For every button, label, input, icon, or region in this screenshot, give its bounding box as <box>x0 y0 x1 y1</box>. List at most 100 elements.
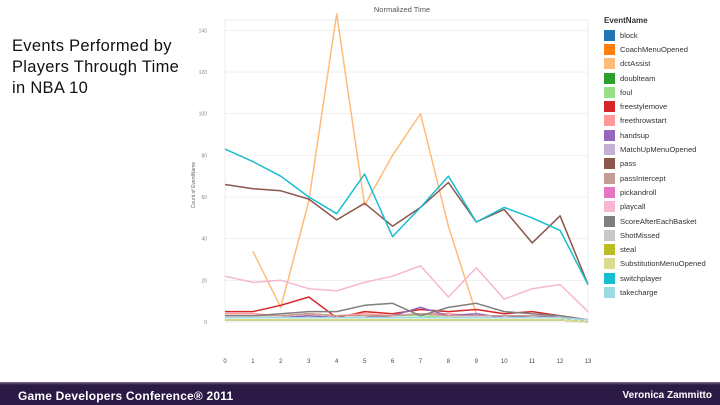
series-line-playcall <box>224 265 589 313</box>
legend-item: dctAssist <box>600 57 720 71</box>
footer-conference: Game Developers Conference® 2011 <box>18 389 234 403</box>
y-tick-label: 140 <box>199 28 208 34</box>
series-line-ScoreAfterEachBasket <box>225 302 589 321</box>
chart-title: Normalized Time <box>374 5 430 14</box>
legend-label: foul <box>620 87 633 97</box>
legend-swatch <box>604 115 615 127</box>
legend-item: doublteam <box>600 71 720 85</box>
x-tick-label: 12 <box>557 359 564 365</box>
x-tick-label: 1 <box>251 359 255 365</box>
x-tick-label: 8 <box>447 359 451 365</box>
legend-swatch <box>604 229 615 241</box>
y-tick-label: 40 <box>201 237 207 243</box>
x-tick-label: 7 <box>419 359 423 365</box>
legend-item: MatchUpMenuOpened <box>600 142 720 156</box>
y-tick-label: 80 <box>201 153 207 159</box>
series-line-pass <box>224 181 589 285</box>
legend-item: ShotMissed <box>600 228 720 242</box>
chart-legend: EventName block CoachMenuOpened dctAssist d… <box>600 16 720 300</box>
legend-swatch <box>604 101 615 113</box>
legend-item: foul <box>600 85 720 99</box>
legend-label: takecharge <box>620 287 658 297</box>
x-tick-label: 0 <box>223 359 227 365</box>
legend-item: pass <box>600 157 720 171</box>
x-axis-ticks: 0 1 2 3 4 5 6 7 8 9 10 11 12 13 <box>223 359 592 365</box>
legend-swatch <box>604 158 615 170</box>
legend-label: pass <box>620 159 637 169</box>
legend-label: doublteam <box>620 73 656 83</box>
footer-author: Veronica Zammitto <box>622 390 712 401</box>
legend-swatch <box>604 215 615 227</box>
x-tick-label: 3 <box>307 359 311 365</box>
legend-label: steal <box>620 245 637 255</box>
x-tick-label: 5 <box>363 359 367 365</box>
legend-swatch <box>604 72 615 84</box>
legend-label: ShotMissed <box>620 230 660 240</box>
footer-bar: Game Developers Conference® 2011 Veronic… <box>0 382 720 405</box>
x-tick-label: 6 <box>391 359 395 365</box>
legend-swatch <box>604 29 615 41</box>
legend-label: MatchUpMenuOpened <box>620 145 697 155</box>
x-tick-label: 2 <box>279 359 283 365</box>
x-tick-label: 4 <box>335 359 339 365</box>
legend-swatch <box>604 58 615 70</box>
legend-swatch <box>604 186 615 198</box>
legend-swatch <box>604 144 615 156</box>
legend-swatch <box>604 244 615 256</box>
legend-item: pickandroll <box>600 185 720 199</box>
legend-item: takecharge <box>600 285 720 299</box>
legend-label: pickandroll <box>620 187 657 197</box>
series-line-SubstitutionMenuOpened <box>225 319 589 323</box>
legend-item: passIntercept <box>600 171 720 185</box>
y-axis-label: Count of EventName <box>191 162 197 209</box>
legend-swatch <box>604 86 615 98</box>
y-tick-label: 60 <box>201 195 207 201</box>
plot-area <box>224 19 589 323</box>
x-tick-label: 13 <box>585 359 592 365</box>
legend-swatch <box>604 129 615 141</box>
legend-label: playcall <box>620 202 646 212</box>
legend-label: switchplayer <box>620 273 662 283</box>
legend-label: passIntercept <box>620 173 666 183</box>
legend-swatch <box>604 272 615 284</box>
legend-label: CoachMenuOpened <box>620 44 688 54</box>
y-tick-label: 20 <box>201 278 207 284</box>
legend-item: playcall <box>600 200 720 214</box>
series-line-takecharge <box>225 317 589 321</box>
legend-swatch <box>604 172 615 184</box>
legend-label: SubstitutionMenuOpened <box>620 259 706 269</box>
x-tick-label: 10 <box>501 359 508 365</box>
slide-title: Events Performed by Players Through Time… <box>12 37 180 97</box>
legend-label: block <box>620 30 638 40</box>
y-tick-label: 100 <box>199 112 208 118</box>
legend-swatch <box>604 258 615 270</box>
legend-label: handsup <box>620 130 650 140</box>
y-axis-ticks: 0 20 40 60 80 100 120 140 <box>199 28 208 326</box>
legend-item: CoachMenuOpened <box>600 42 720 56</box>
legend-label: dctAssist <box>620 59 651 69</box>
legend-title: EventName <box>604 16 648 25</box>
legend-item: switchplayer <box>600 271 720 285</box>
legend-swatch <box>604 201 615 213</box>
legend-swatch <box>604 286 615 298</box>
x-tick-label: 11 <box>529 359 536 365</box>
legend-label: freestylemove <box>620 102 668 112</box>
series-line-dctAssist <box>252 13 478 314</box>
x-tick-label: 9 <box>475 359 479 365</box>
legend-swatch <box>604 43 615 55</box>
legend-label: freethrowstart <box>620 116 667 126</box>
series-line-switchplayer <box>224 148 589 285</box>
legend-item: ScoreAfterEachBasket <box>600 214 720 228</box>
legend-label: ScoreAfterEachBasket <box>620 216 697 226</box>
series-line-passIntercept <box>225 312 589 321</box>
gridlines <box>224 19 589 323</box>
legend-item: freethrowstart <box>600 114 720 128</box>
legend-item: steal <box>600 242 720 256</box>
series-lines <box>224 13 589 323</box>
y-tick-label: 120 <box>199 70 208 76</box>
legend-item: handsup <box>600 128 720 142</box>
legend-item: block <box>600 28 720 42</box>
legend-item: freestylemove <box>600 99 720 113</box>
y-tick-label: 0 <box>204 320 207 326</box>
